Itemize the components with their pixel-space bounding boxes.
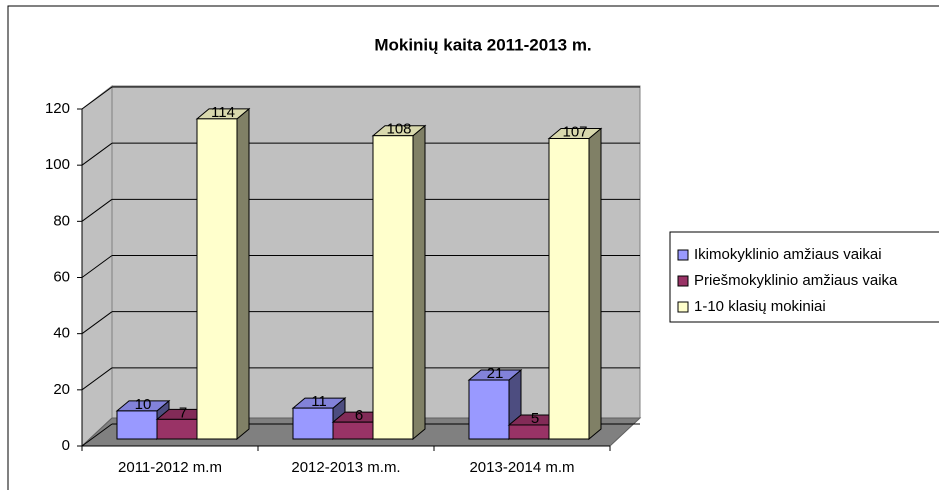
data-label: 6 <box>355 407 363 424</box>
data-label: 7 <box>179 404 187 421</box>
bar-side <box>588 127 602 441</box>
data-label: 5 <box>531 410 539 427</box>
y-tick-label: 20 <box>53 381 70 398</box>
bar <box>195 107 251 441</box>
y-tick-label: 120 <box>45 100 70 117</box>
legend-label: Priešmokyklinio amžiaus vaika <box>694 272 898 289</box>
bar-side <box>412 124 426 441</box>
bar <box>467 368 523 441</box>
bar <box>155 408 211 441</box>
legend-swatch <box>677 249 689 261</box>
bar-front <box>292 407 334 440</box>
grid-line <box>81 311 113 335</box>
grid-line <box>81 142 113 166</box>
grid-line <box>81 198 113 222</box>
data-label: 114 <box>211 104 235 121</box>
legend-label: Ikimokyklinio amžiaus vaikai <box>694 246 882 263</box>
legend <box>669 231 939 323</box>
y-tick-label: 60 <box>53 268 70 285</box>
bar-side <box>236 107 250 441</box>
grid-line <box>81 255 113 278</box>
x-tick-label: 2013-2014 m.m <box>469 459 574 476</box>
bar-front <box>372 135 414 440</box>
bar-front <box>156 418 198 440</box>
grid-line <box>81 367 113 391</box>
y-tick-label: 80 <box>53 212 70 229</box>
bar-front <box>508 424 550 440</box>
data-label: 107 <box>562 123 587 140</box>
data-label: 21 <box>487 365 504 382</box>
x-tick-label: 2012-2013 m.m. <box>291 459 400 476</box>
bar-front <box>332 421 374 440</box>
bar <box>371 124 427 441</box>
legend-swatch <box>677 301 689 313</box>
grid-line <box>81 86 113 110</box>
data-label: 10 <box>135 396 152 413</box>
y-tick-label: 100 <box>45 156 70 173</box>
chart-title: Mokinių kaita 2011-2013 m. <box>374 35 591 54</box>
data-label: 108 <box>386 121 411 138</box>
y-tick-label: 0 <box>62 437 70 454</box>
legend-label: 1-10 klasių mokiniai <box>694 298 826 315</box>
bar-front <box>196 118 238 440</box>
grid-line <box>81 423 113 447</box>
data-label: 11 <box>311 393 327 410</box>
x-tick-label: 2011-2012 m.m <box>118 459 222 476</box>
legend-swatch <box>677 275 689 287</box>
bar-front <box>468 379 510 440</box>
bar-front <box>116 410 158 440</box>
bar-front <box>548 138 590 440</box>
y-tick-label: 40 <box>53 325 70 342</box>
bar <box>547 127 603 441</box>
